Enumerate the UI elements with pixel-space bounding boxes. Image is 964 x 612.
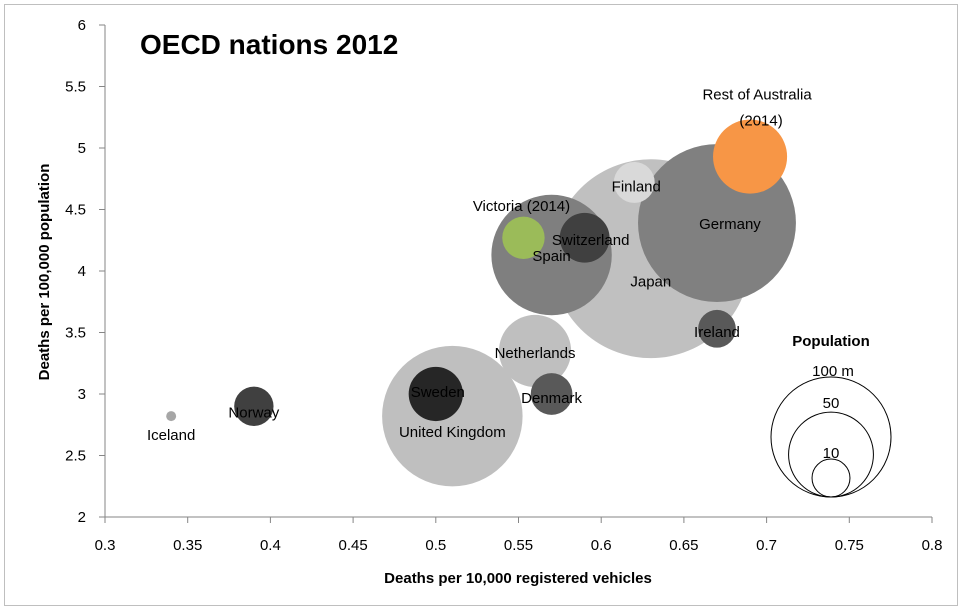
x-tick-label: 0.75 [835, 537, 864, 554]
point-label-switzerland: Switzerland [552, 232, 630, 249]
bubble-rest-of-australia-2014 [713, 119, 788, 194]
x-tick-label: 0.35 [173, 537, 202, 554]
x-tick-label: 0.65 [669, 537, 698, 554]
chart-title: OECD nations 2012 [140, 29, 398, 60]
x-tick-label: 0.3 [95, 537, 116, 554]
bubble-norway [234, 386, 274, 426]
bubble-iceland [166, 411, 177, 422]
legend-circle-10 [811, 458, 851, 498]
y-tick-label: 3.5 [65, 325, 86, 342]
bubble-sweden [408, 366, 463, 422]
legend-label-10: 10 [823, 445, 840, 462]
bubble-ireland [698, 309, 736, 348]
bubble-finland [613, 161, 655, 203]
x-tick-label: 0.7 [756, 537, 777, 554]
bubbles [166, 119, 796, 487]
bubble-united-kingdom [382, 345, 523, 487]
y-tick-label: 4.5 [65, 202, 86, 219]
point-label-norway: Norway [228, 404, 279, 421]
chart-frame [4, 4, 958, 606]
x-axis-title: Deaths per 10,000 registered vehicles [384, 570, 652, 587]
bubble-netherlands [498, 314, 572, 388]
y-tick-label: 4 [78, 263, 86, 280]
axes: 0.3 0.35 0.4 0.45 0.5 0.55 0.6 0.65 0.7 0.75 0.8 2 2… [65, 17, 942, 554]
y-tick-label: 6 [78, 17, 86, 34]
point-label-denmark: Denmark [521, 390, 582, 407]
legend-label-100-m: 100 m [812, 363, 854, 380]
point-label-ireland: Ireland [694, 324, 740, 341]
point-label-united-kingdom: United Kingdom [399, 424, 506, 441]
point-label-iceland: Iceland [147, 427, 195, 444]
legend-title: Population [792, 333, 870, 350]
point-label-sweden: Sweden [411, 384, 465, 401]
point-label-netherlands: Netherlands [495, 345, 576, 362]
x-tick-label: 0.45 [338, 537, 367, 554]
bubble-switzerland [559, 212, 610, 263]
point-label-finland: Finland [612, 178, 661, 195]
y-tick-label: 3 [78, 386, 86, 403]
legend-label-50: 50 [823, 395, 840, 412]
bubble-denmark [530, 373, 573, 415]
point-labels: Iceland Norway United Kingdom Sweden Netherl… [147, 87, 812, 445]
point-label-germany: Germany [699, 216, 761, 233]
x-tick-label: 0.6 [591, 537, 612, 554]
point-label-rest-of-australia-2014: Rest of Australia (2014) [702, 87, 812, 130]
x-tick-label: 0.8 [922, 537, 943, 554]
point-label-japan: Japan [630, 274, 671, 291]
y-tick-label: 5.5 [65, 79, 86, 96]
x-tick-label: 0.4 [260, 537, 281, 554]
y-tick-label: 2 [78, 509, 86, 526]
y-axis-title: Deaths per 100,000 population [36, 164, 53, 381]
point-label-victoria-2014: Victoria (2014) [473, 198, 570, 215]
y-tick-label: 5 [78, 140, 86, 157]
bubble-victoria-2014 [502, 216, 545, 259]
legend: Population 100 m 50 10 [770, 333, 892, 498]
point-label-spain: Spain [532, 248, 570, 265]
x-tick-label: 0.55 [504, 537, 533, 554]
x-tick-label: 0.5 [425, 537, 446, 554]
y-tick-label: 2.5 [65, 448, 86, 465]
